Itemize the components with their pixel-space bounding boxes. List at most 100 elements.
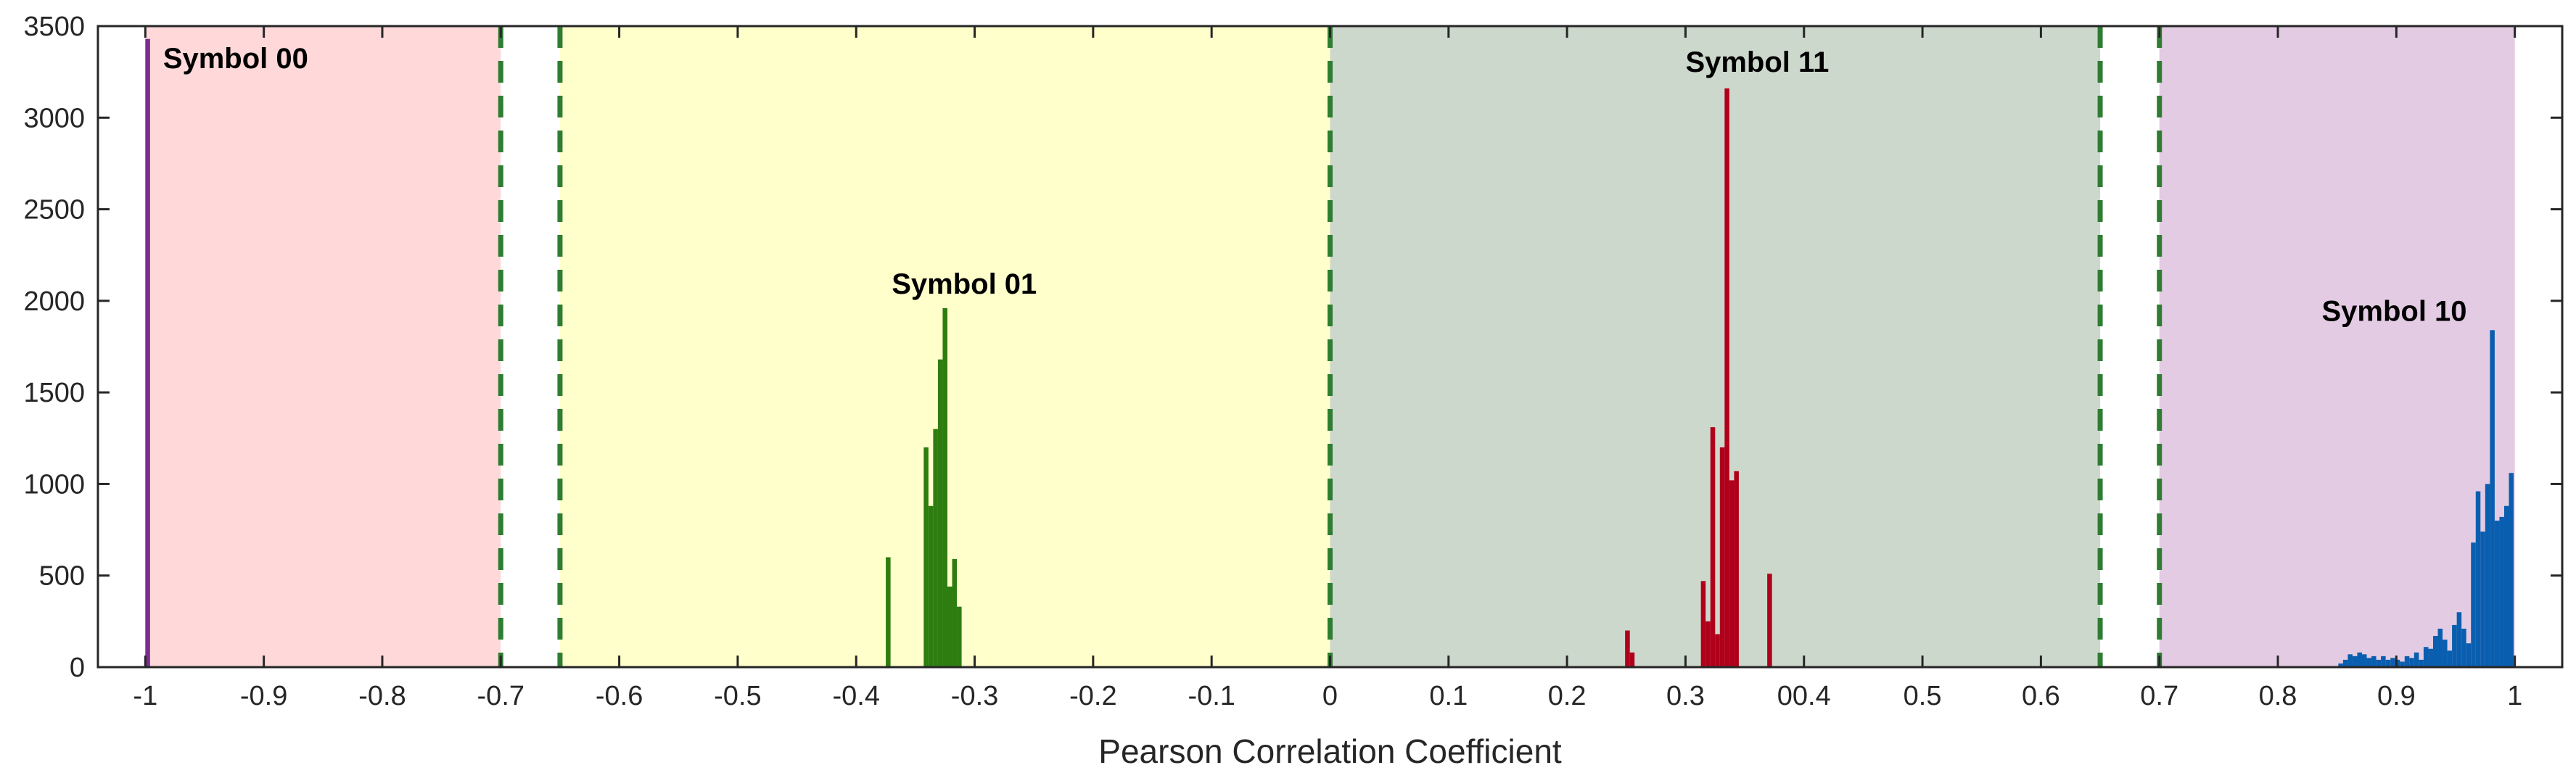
y-tick-label: 1500 <box>23 378 85 408</box>
x-tick-label: 0 <box>1322 681 1338 711</box>
bar <box>957 606 962 667</box>
y-tick-label: 3500 <box>23 12 85 42</box>
bar <box>2475 491 2481 667</box>
bar <box>2499 516 2504 667</box>
region-0 <box>145 26 501 667</box>
bar <box>952 558 958 667</box>
bar <box>2414 652 2419 667</box>
x-tick-label: -0.2 <box>1069 681 1116 711</box>
x-tick-label: 0.6 <box>2022 681 2060 711</box>
bar <box>1710 427 1716 667</box>
symbol-label: Symbol 10 <box>2321 296 2466 328</box>
symbol-annotations: Symbol 00 Symbol 01 Symbol 11 Symbol 10 <box>163 43 2467 328</box>
bar <box>2352 656 2358 667</box>
symbol-label: Symbol 00 <box>163 43 308 75</box>
bar <box>2342 659 2348 667</box>
series-symbol-00 <box>145 38 150 668</box>
x-tick-label: -1 <box>133 681 157 711</box>
bar <box>2390 658 2395 667</box>
x-tick-label: -0.4 <box>832 681 879 711</box>
bar <box>2404 656 2410 667</box>
bar <box>2376 659 2382 667</box>
bar <box>2456 612 2462 667</box>
bar <box>886 557 891 667</box>
x-axis-ticks: -1 -0.9 -0.8 -0.7 -0.6 -0.5 -0.4 -0.3 -0.2 -0.1 0 0… <box>133 26 2522 711</box>
bar <box>2395 659 2400 667</box>
histogram-bars <box>145 38 2514 668</box>
bar <box>1729 480 1735 667</box>
bar <box>1629 652 1635 667</box>
bar <box>2503 505 2509 667</box>
x-tick-label: 0.9 <box>2377 681 2416 711</box>
x-tick-label: 00.4 <box>1777 681 1831 711</box>
bar <box>1724 88 1729 668</box>
x-tick-label: 0.7 <box>2140 681 2178 711</box>
y-tick-label: 2000 <box>23 286 85 317</box>
bar <box>145 38 150 668</box>
bar <box>2437 628 2443 667</box>
x-tick-label: -0.3 <box>951 681 998 711</box>
bar <box>2381 656 2386 667</box>
x-tick-label: 0.1 <box>1429 681 1468 711</box>
bar <box>2371 656 2377 667</box>
bar <box>1700 581 1706 667</box>
bar <box>2338 663 2343 667</box>
bar <box>2357 652 2362 667</box>
x-axis-title: Pearson Correlation Coefficient <box>1098 732 1562 770</box>
x-tick-label: 0.3 <box>1666 681 1705 711</box>
bar <box>2494 520 2500 667</box>
bar <box>2419 659 2424 667</box>
x-tick-label: 1 <box>2507 681 2522 711</box>
region-3 <box>2159 26 2515 667</box>
x-tick-label: 0.2 <box>1548 681 1587 711</box>
bar <box>2447 650 2453 667</box>
y-axis-ticks: 0 500 1000 1500 2000 2500 3000 3500 <box>23 12 2562 683</box>
bar <box>2452 624 2457 667</box>
bar <box>2461 628 2466 667</box>
bar <box>2443 640 2448 667</box>
bar <box>2409 658 2414 667</box>
bar <box>2485 484 2490 667</box>
series-symbol-11 <box>1625 88 1772 668</box>
y-tick-label: 500 <box>39 561 85 592</box>
bar <box>1705 621 1711 667</box>
bar <box>1715 634 1720 667</box>
x-tick-label: -0.1 <box>1188 681 1235 711</box>
bar <box>1625 630 1630 667</box>
symbol-label: Symbol 01 <box>892 268 1037 300</box>
bar <box>942 307 947 667</box>
bar <box>933 429 938 667</box>
x-tick-label: -0.9 <box>240 681 287 711</box>
y-tick-label: 1000 <box>23 469 85 500</box>
bar <box>2466 643 2472 667</box>
x-tick-label: -0.8 <box>358 681 406 711</box>
x-tick-label: 0.5 <box>1904 681 1942 711</box>
bar <box>947 586 952 667</box>
bar <box>2480 532 2485 667</box>
bar <box>937 359 943 667</box>
y-tick-label: 3000 <box>23 103 85 133</box>
y-tick-label: 2500 <box>23 195 85 226</box>
bar <box>2423 647 2429 667</box>
series-symbol-10 <box>2338 330 2514 667</box>
bar <box>2366 658 2372 667</box>
y-tick-label: 0 <box>70 653 85 683</box>
bar <box>1734 471 1739 667</box>
x-tick-label: -0.6 <box>596 681 643 711</box>
bar <box>2428 648 2433 667</box>
bar <box>1767 574 1772 667</box>
x-tick-label: 0.8 <box>2259 681 2297 711</box>
symbol-label: Symbol 11 <box>1685 46 1829 78</box>
threshold-lines <box>498 26 2163 667</box>
bar <box>2347 654 2353 667</box>
bar <box>928 505 934 667</box>
bar <box>923 447 929 667</box>
bar <box>2361 654 2367 667</box>
x-tick-label: -0.5 <box>714 681 761 711</box>
bar <box>2490 330 2495 667</box>
bar <box>1719 447 1725 667</box>
x-tick-label: -0.7 <box>477 681 524 711</box>
bar <box>2509 473 2514 667</box>
bar <box>2432 636 2438 667</box>
